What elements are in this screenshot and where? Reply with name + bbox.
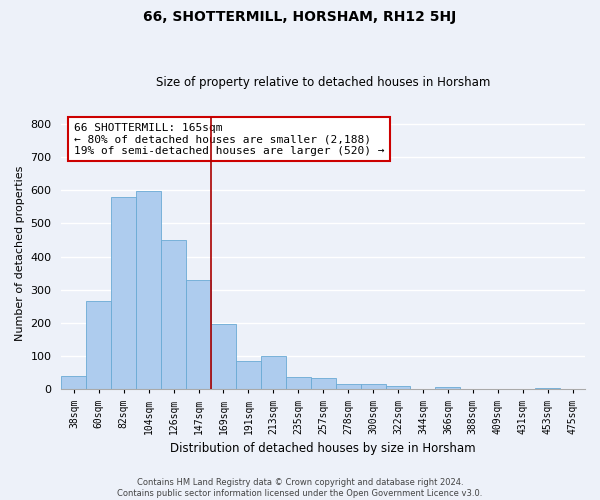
Bar <box>286 377 311 390</box>
Bar <box>361 384 386 390</box>
Text: 66 SHOTTERMILL: 165sqm
← 80% of detached houses are smaller (2,188)
19% of semi-: 66 SHOTTERMILL: 165sqm ← 80% of detached… <box>74 122 385 156</box>
Text: 66, SHOTTERMILL, HORSHAM, RH12 5HJ: 66, SHOTTERMILL, HORSHAM, RH12 5HJ <box>143 10 457 24</box>
Bar <box>535 388 560 390</box>
X-axis label: Distribution of detached houses by size in Horsham: Distribution of detached houses by size … <box>170 442 476 455</box>
Bar <box>111 197 136 390</box>
Bar <box>161 240 186 390</box>
Title: Size of property relative to detached houses in Horsham: Size of property relative to detached ho… <box>156 76 490 90</box>
Bar <box>86 302 111 390</box>
Bar <box>261 356 286 390</box>
Text: Contains HM Land Registry data © Crown copyright and database right 2024.
Contai: Contains HM Land Registry data © Crown c… <box>118 478 482 498</box>
Bar <box>335 384 361 390</box>
Bar <box>311 378 335 390</box>
Bar <box>236 361 261 390</box>
Bar <box>136 191 161 390</box>
Bar <box>61 376 86 390</box>
Bar <box>436 388 460 390</box>
Y-axis label: Number of detached properties: Number of detached properties <box>15 166 25 341</box>
Bar <box>211 324 236 390</box>
Bar <box>386 386 410 390</box>
Bar <box>186 280 211 390</box>
